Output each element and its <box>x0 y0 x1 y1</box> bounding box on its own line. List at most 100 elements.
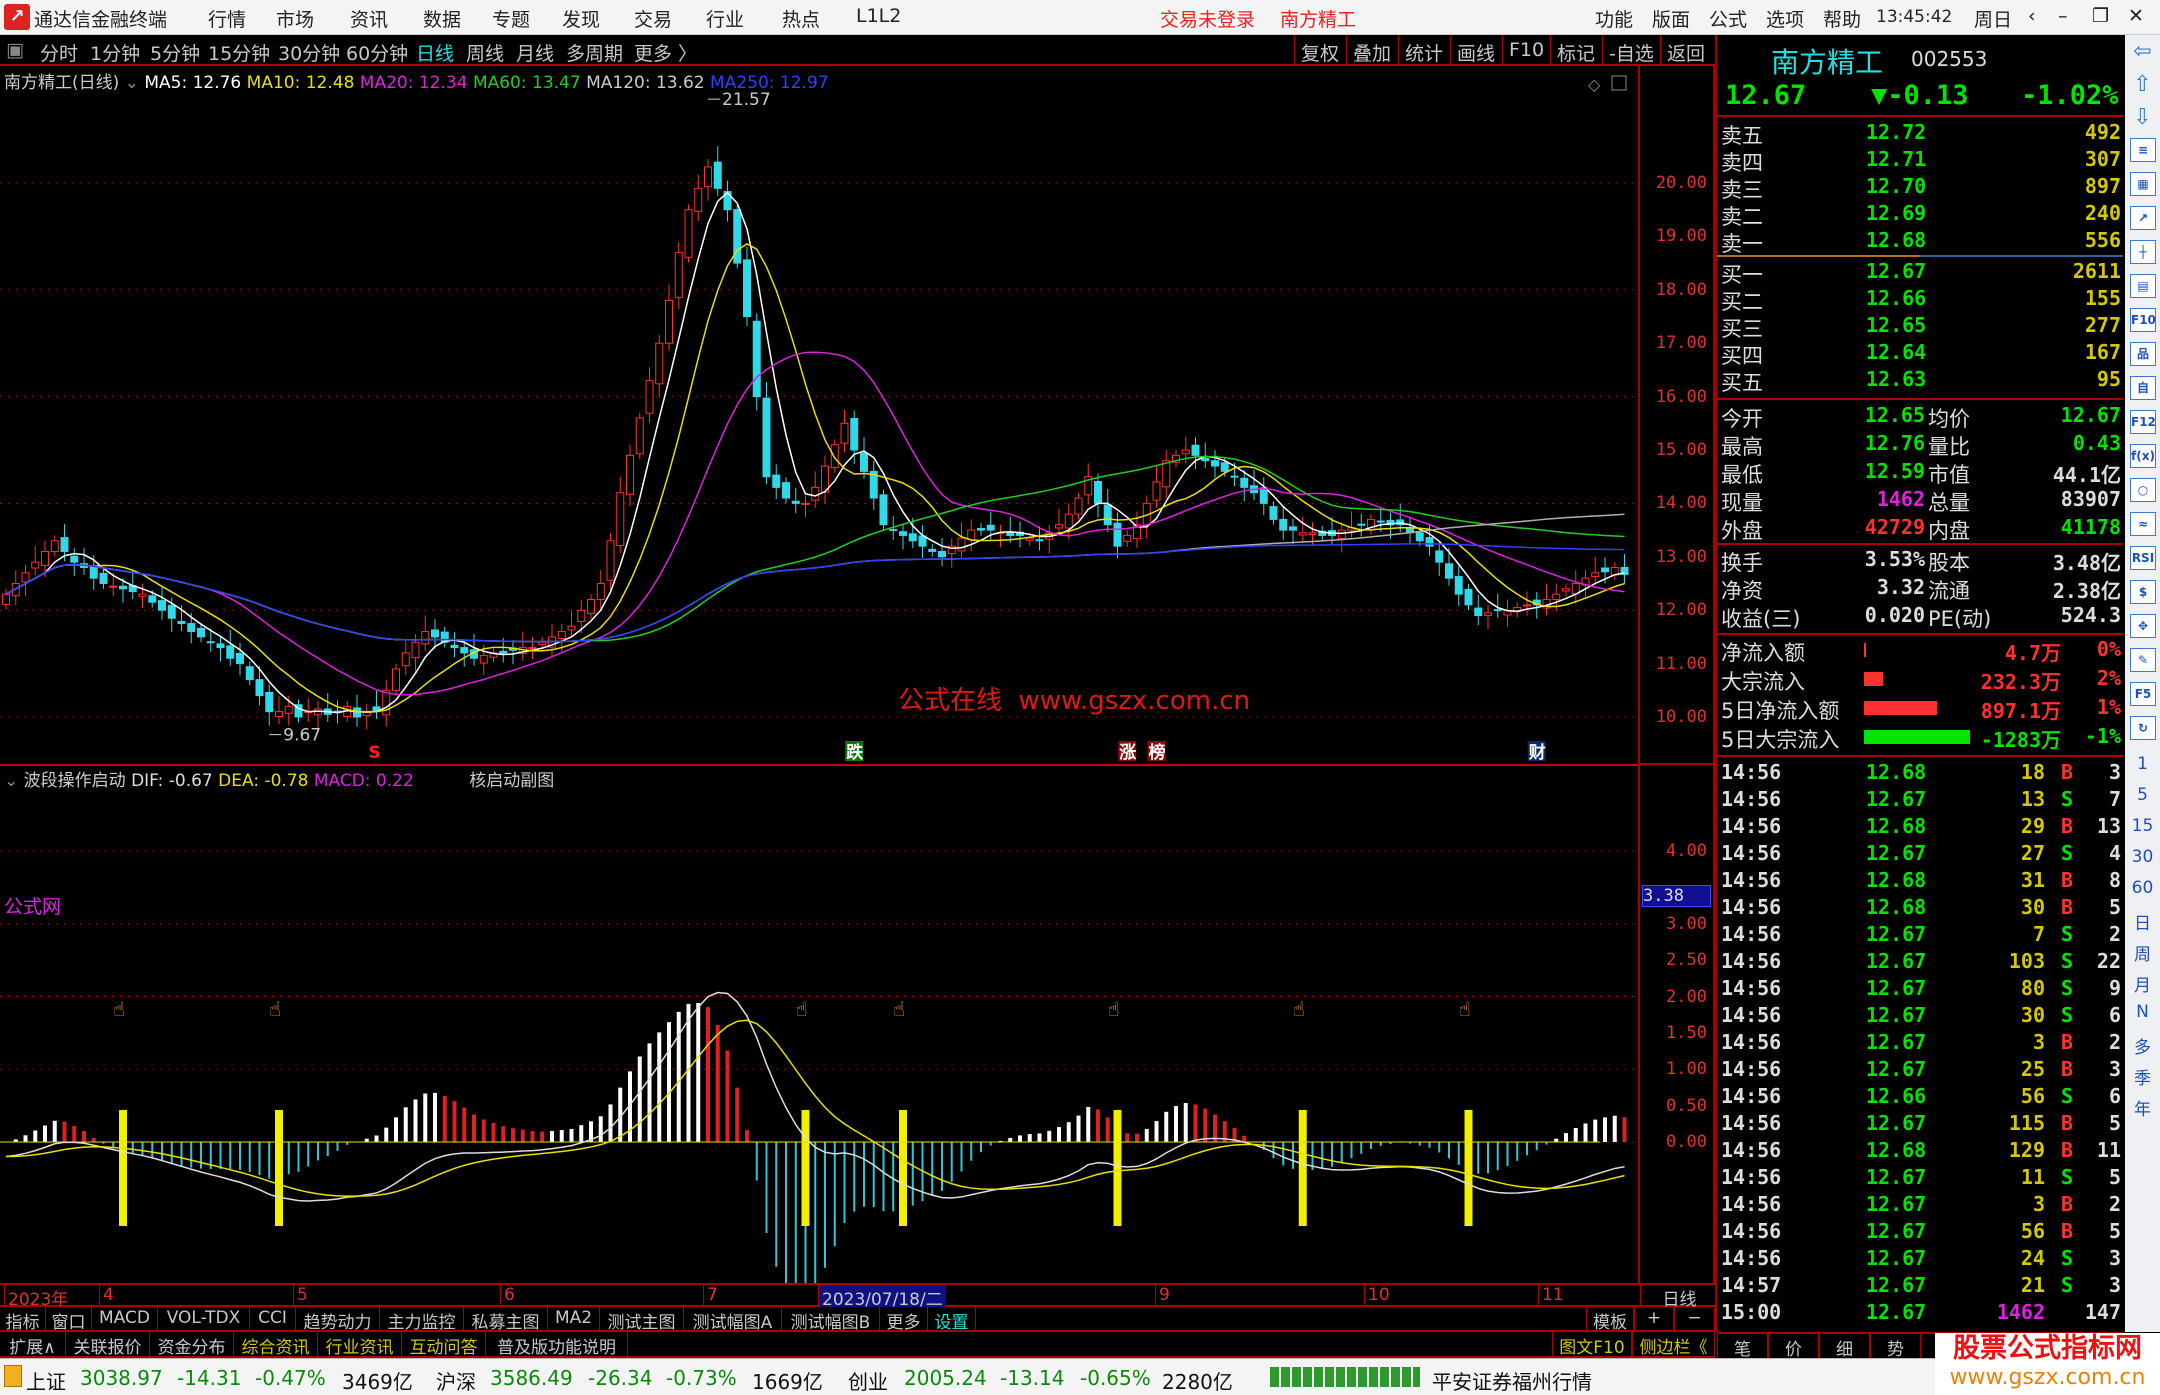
template-tab-0[interactable]: 模板 <box>1586 1307 1634 1331</box>
period-8[interactable]: 月线 <box>516 43 555 65</box>
period-6[interactable]: 日线 <box>416 43 455 65</box>
right-menu-3[interactable]: 选项 <box>1766 9 1805 31</box>
right-menu-1[interactable]: 版面 <box>1652 9 1691 31</box>
side-period-5[interactable]: 日 <box>2134 914 2151 934</box>
ext-tab-0[interactable]: 扩展∧ <box>0 1332 66 1356</box>
tool-4[interactable]: F10 <box>1502 35 1550 64</box>
menu-9[interactable]: L1L2 <box>856 5 902 27</box>
side-period-10[interactable]: 季 <box>2134 1069 2151 1089</box>
sh-name[interactable]: 上证 <box>26 1370 66 1394</box>
period-9[interactable]: 多周期 <box>566 43 624 65</box>
indicator-tab-12[interactable]: 更多 <box>880 1307 928 1331</box>
side-tool-icon[interactable]: ≡ <box>2130 138 2156 162</box>
hs-name[interactable]: 沪深 <box>436 1370 476 1394</box>
indicator-tab-7[interactable]: 私募主图 <box>464 1307 548 1331</box>
collapse-icon[interactable]: ⌄ <box>4 771 19 791</box>
side-period-1[interactable]: 5 <box>2137 785 2148 805</box>
menu-8[interactable]: 热点 <box>782 9 821 31</box>
menu-1[interactable]: 市场 <box>276 9 315 31</box>
market-icon[interactable] <box>4 1365 22 1387</box>
ext-tab-6[interactable]: 普及版功能说明 <box>486 1332 628 1356</box>
side-tool-icon[interactable]: ✎ <box>2130 648 2156 672</box>
trade-tab-1[interactable]: 价 <box>1768 1334 1819 1358</box>
side-tool-icon[interactable]: 自 <box>2130 376 2156 400</box>
indicator-tab-4[interactable]: CCI <box>250 1307 296 1331</box>
menu-7[interactable]: 行业 <box>706 9 745 31</box>
kline-chart[interactable]: 21.57 9.67 S 跌 涨榜 财 ☝ ☝ ☝ ☝ ☝ ☝ ☝ ◇ <box>0 66 1638 1283</box>
indicator-tab-9[interactable]: 测试主图 <box>600 1307 684 1331</box>
collapse-icon[interactable]: ⌄ <box>124 73 139 93</box>
indicator-tab-6[interactable]: 主力监控 <box>380 1307 464 1331</box>
side-period-9[interactable]: 多 <box>2134 1038 2151 1058</box>
trade-tab-2[interactable]: 细 <box>1819 1334 1870 1358</box>
menu-3[interactable]: 数据 <box>423 9 462 31</box>
nav-arrow-icon[interactable]: ⇦ <box>2133 39 2152 64</box>
side-tool-icon[interactable]: F12 <box>2130 410 2156 434</box>
indicator-tab-3[interactable]: VOL-TDX <box>158 1307 250 1331</box>
side-tool-icon[interactable]: ┼ <box>2130 240 2156 264</box>
restore-icon[interactable]: ❐ <box>2092 5 2110 27</box>
period-2[interactable]: 5分钟 <box>150 43 201 65</box>
trade-tab-3[interactable]: 势 <box>1870 1334 1921 1358</box>
indicator-tab-5[interactable]: 趋势动力 <box>296 1307 380 1331</box>
indicator-tab-13[interactable]: 设置 <box>928 1307 976 1331</box>
period-5[interactable]: 60分钟 <box>346 43 409 65</box>
side-tool-icon[interactable]: ▤ <box>2130 274 2156 298</box>
ext-tab-5[interactable]: 互动问答 <box>402 1332 486 1356</box>
ext-right-0[interactable]: 图文F10 <box>1552 1332 1632 1356</box>
tool-5[interactable]: 标记 <box>1550 35 1602 65</box>
side-period-4[interactable]: 60 <box>2131 878 2154 898</box>
menu-4[interactable]: 专题 <box>492 9 531 31</box>
side-period-3[interactable]: 30 <box>2131 847 2154 867</box>
tool-2[interactable]: 统计 <box>1398 35 1450 65</box>
indicator-tab-0[interactable]: 指标 <box>0 1307 46 1331</box>
template-tab-1[interactable]: + <box>1634 1307 1674 1331</box>
side-tool-icon[interactable]: f(x) <box>2130 444 2156 468</box>
side-tool-icon[interactable]: ✥ <box>2130 614 2156 638</box>
indicator-tab-2[interactable]: MACD <box>92 1307 158 1331</box>
side-tool-icon[interactable]: ↗ <box>2130 206 2156 230</box>
ext-tab-4[interactable]: 行业资讯 <box>318 1332 402 1356</box>
side-period-2[interactable]: 15 <box>2131 816 2154 836</box>
period-7[interactable]: 周线 <box>466 43 505 65</box>
menu-6[interactable]: 交易 <box>634 9 673 31</box>
ext-tab-1[interactable]: 关联报价 <box>66 1332 150 1356</box>
ext-tab-3[interactable]: 综合资讯 <box>234 1332 318 1356</box>
back-icon[interactable]: ‹ <box>2028 5 2036 27</box>
period-3[interactable]: 15分钟 <box>208 43 271 65</box>
nav-arrow-icon[interactable]: ⇧ <box>2133 72 2152 97</box>
indicator-tab-1[interactable]: 窗口 <box>46 1307 92 1331</box>
tool-0[interactable]: 复权 <box>1294 35 1346 65</box>
menu-2[interactable]: 资讯 <box>350 9 389 31</box>
side-tool-icon[interactable]: ≈ <box>2130 512 2156 536</box>
side-period-0[interactable]: 1 <box>2137 754 2148 774</box>
side-tool-icon[interactable]: $ <box>2130 580 2156 604</box>
side-tool-icon[interactable]: F10 <box>2130 308 2156 332</box>
period-1[interactable]: 1分钟 <box>90 43 141 65</box>
side-period-6[interactable]: 周 <box>2134 945 2151 965</box>
side-period-11[interactable]: 年 <box>2134 1100 2151 1120</box>
period-4[interactable]: 30分钟 <box>278 43 341 65</box>
tool-7[interactable]: 返回 <box>1660 35 1712 65</box>
trade-tab-0[interactable]: 笔 <box>1717 1334 1768 1358</box>
broker-name[interactable]: 平安证券福州行情 <box>1432 1370 1592 1394</box>
tool-3[interactable]: 画线 <box>1450 35 1502 65</box>
side-period-8[interactable]: N <box>2136 1002 2149 1022</box>
indicator-tab-11[interactable]: 测试幅图B <box>782 1307 880 1331</box>
tool-6[interactable]: -自选 <box>1602 35 1660 65</box>
side-tool-icon[interactable]: ↻ <box>2130 716 2156 740</box>
close-icon[interactable]: ✕ <box>2128 5 2144 27</box>
right-menu-4[interactable]: 帮助 <box>1823 9 1862 31</box>
ext-right-1[interactable]: 侧边栏《 <box>1632 1332 1715 1356</box>
period-label[interactable]: 日线 <box>1640 1285 1715 1310</box>
template-tab-2[interactable]: − <box>1674 1307 1715 1331</box>
right-menu-0[interactable]: 功能 <box>1595 9 1634 31</box>
side-tool-icon[interactable]: 品 <box>2130 342 2156 366</box>
tool-1[interactable]: 叠加 <box>1346 35 1398 65</box>
side-tool-icon[interactable]: F5 <box>2130 682 2156 706</box>
side-tool-icon[interactable]: ▦ <box>2130 172 2156 196</box>
login-status[interactable]: 交易未登录 <box>1160 9 1256 31</box>
panel-toggle-icon[interactable]: ▣ <box>6 39 24 61</box>
menu-0[interactable]: 行情 <box>208 9 247 31</box>
menu-5[interactable]: 发现 <box>562 9 601 31</box>
